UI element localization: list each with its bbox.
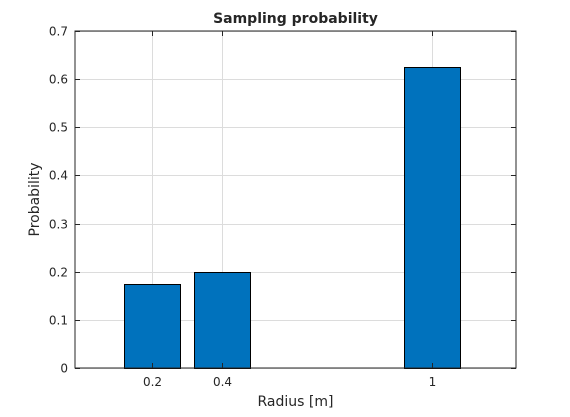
y-tick-label: 0 (60, 362, 68, 376)
x-tick-label: 1 (429, 375, 437, 389)
y-tick-label: 0.4 (49, 169, 68, 183)
y-tick-label: 0.6 (49, 73, 68, 87)
bar (194, 272, 251, 369)
y-tick-label: 0.2 (49, 266, 68, 280)
bar (404, 67, 461, 369)
y-tick-label: 0.5 (49, 121, 68, 135)
axis-ticks: 0 0.1 0.2 0.3 0.4 0.5 0.6 0.7 0.2 0.4 1 (49, 25, 516, 389)
y-tick-label: 0.1 (49, 314, 68, 328)
bars (124, 67, 461, 369)
x-tick-label: 0.4 (213, 375, 232, 389)
axes-box (74, 30, 517, 369)
y-tick-label: 0.3 (49, 218, 68, 232)
bar (124, 284, 181, 369)
y-tick-label: 0.7 (49, 25, 68, 39)
x-tick-label: 0.2 (143, 375, 162, 389)
y-axis-label: Probability (27, 162, 43, 236)
chart-title: Sampling probability (213, 11, 378, 27)
x-axis-label: Radius [m] (258, 394, 334, 410)
